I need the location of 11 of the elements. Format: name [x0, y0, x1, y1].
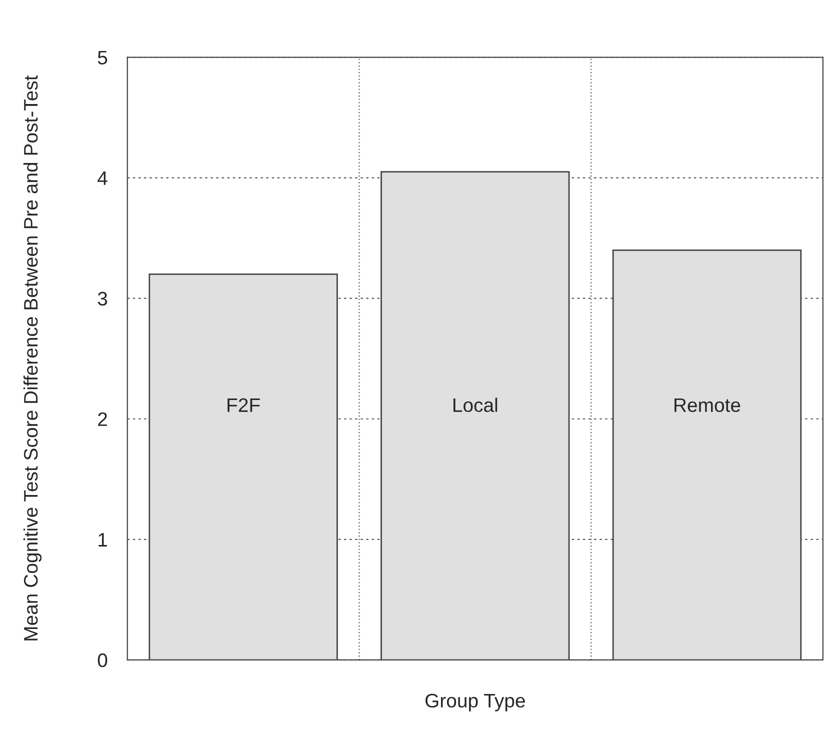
x-tick-label: F2F — [228, 398, 260, 412]
y-tick-label: 2 — [98, 412, 107, 426]
y-tick-label: 3 — [98, 292, 108, 306]
x-tick-label: Local — [454, 398, 498, 412]
y-tick-label: 5 — [98, 50, 108, 65]
x-axis-title: Group Type — [425, 694, 525, 712]
y-tick-label: 0 — [98, 653, 108, 668]
y-tick-label: 1 — [98, 533, 107, 546]
y-axis-title: Mean Cognitive Test Score Difference Between Pre and Post-Test — [23, 75, 42, 640]
x-tick-label: Remote — [674, 398, 740, 412]
y-tick-label: 4 — [98, 171, 108, 185]
